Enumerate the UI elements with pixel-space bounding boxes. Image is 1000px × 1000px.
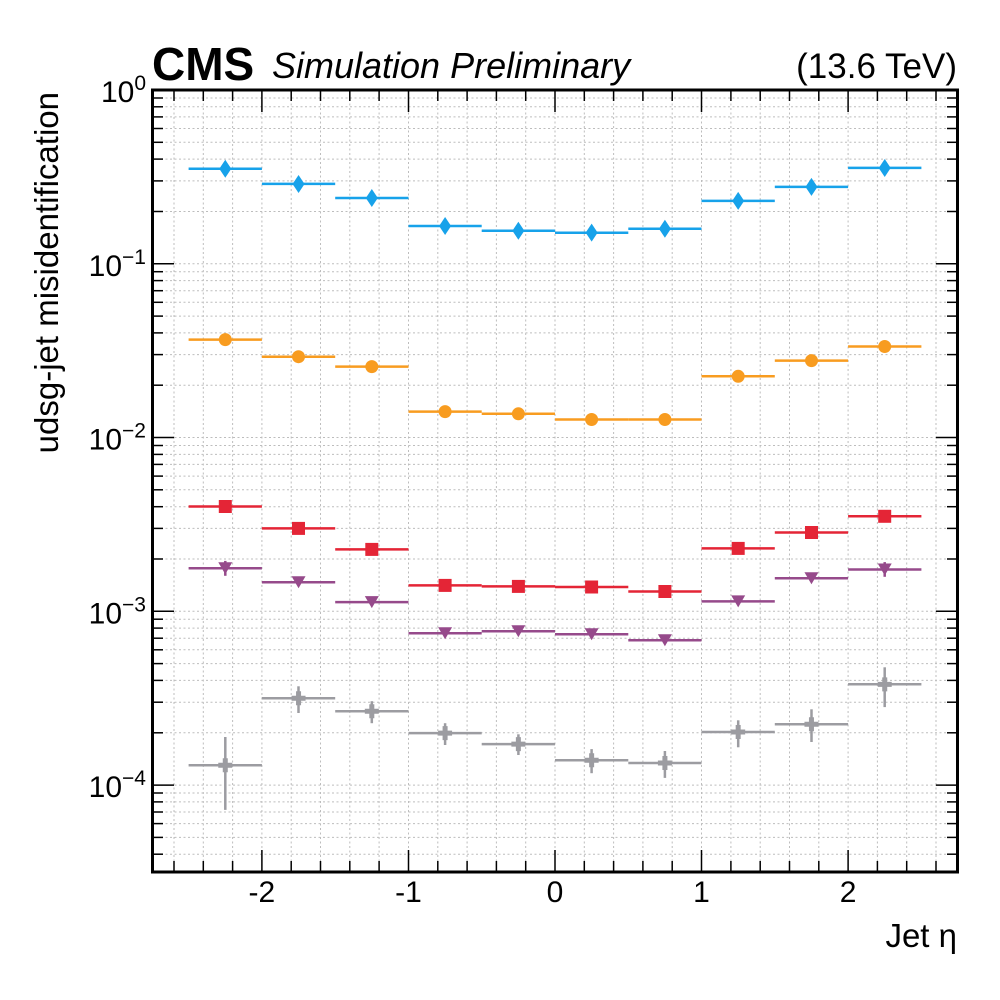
data-point-circle (511, 407, 525, 421)
x-axis-label: Jet η (885, 917, 957, 954)
data-point-triangle (291, 576, 306, 589)
data-point-circle (878, 340, 892, 353)
series-diamond (188, 158, 922, 242)
data-point-cross (584, 753, 599, 768)
data-point-circle (438, 405, 452, 419)
y-tick-label-exponent: 0 (134, 72, 146, 95)
data-point-square (218, 500, 232, 513)
cms-label: CMS (152, 38, 254, 90)
data-point-circle (658, 413, 672, 426)
data-point-cross (804, 717, 819, 732)
data-point-triangle (731, 595, 746, 608)
data-point-diamond (732, 191, 745, 210)
data-point-circle (218, 333, 232, 347)
data-point-cross (877, 677, 892, 692)
data-point-square (292, 521, 305, 535)
data-point-square (805, 526, 818, 539)
y-tick-label-base: 10 (101, 76, 134, 109)
series-circle (188, 333, 922, 426)
data-point-cross (731, 725, 746, 740)
y-tick-label: 10−2 (89, 420, 146, 457)
y-tick-label: 10−3 (89, 593, 146, 630)
data-point-circle (292, 350, 305, 364)
data-point-diamond (219, 159, 232, 178)
y-tick-label-exponent: −2 (122, 420, 146, 443)
data-point-circle (805, 354, 818, 368)
data-point-triangle (804, 572, 819, 585)
data-point-diamond (512, 221, 525, 240)
y-tick-label-exponent: −4 (122, 767, 146, 790)
data-point-square (511, 579, 525, 593)
data-point-diamond (292, 174, 305, 193)
y-tick-label-base: 10 (89, 597, 122, 630)
data-point-diamond (658, 219, 671, 238)
y-tick-label-exponent: −1 (122, 246, 146, 269)
data-point-triangle (877, 563, 892, 576)
data-point-triangle (584, 628, 599, 641)
x-tick-label: 1 (693, 876, 710, 909)
x-tick-labels: -2 -1 0 1 2 (249, 876, 857, 909)
subtitle-label: Simulation Preliminary (272, 45, 632, 86)
data-point-diamond (878, 158, 891, 177)
y-tick-label-base: 10 (89, 250, 122, 283)
y-tick-label: 10−1 (89, 246, 146, 283)
data-series (188, 158, 922, 810)
data-point-diamond (365, 189, 378, 208)
data-point-cross (291, 691, 306, 706)
data-point-square (731, 541, 745, 555)
data-point-triangle (511, 625, 526, 638)
data-point-triangle (364, 596, 379, 609)
data-point-circle (731, 369, 745, 383)
data-point-square (365, 542, 379, 556)
series-cross (188, 667, 922, 810)
data-point-cross (218, 758, 233, 773)
data-point-diamond (439, 216, 452, 235)
data-point-cross (438, 726, 453, 741)
plot-frame (151, 88, 959, 874)
data-point-cross (657, 755, 672, 770)
data-point-diamond (805, 177, 818, 196)
y-tick-label-base: 10 (89, 424, 122, 457)
y-tick-label: 100 (101, 72, 146, 109)
data-point-diamond (585, 223, 598, 242)
data-point-circle (585, 413, 599, 426)
data-point-square (438, 578, 452, 592)
data-point-cross (511, 737, 526, 752)
series-square (188, 500, 922, 598)
y-tick-label-exponent: −3 (122, 593, 146, 616)
data-point-square (878, 509, 892, 523)
energy-label: (13.6 TeV) (796, 47, 957, 86)
y-tick-label-base: 10 (89, 771, 122, 804)
y-axis-label: udsg-jet misidentification (28, 92, 65, 453)
data-point-square (585, 580, 599, 594)
data-point-triangle (657, 634, 672, 647)
data-point-triangle (218, 562, 233, 575)
series-triangle (188, 560, 922, 647)
x-tick-label: -2 (249, 876, 276, 909)
data-point-circle (365, 360, 379, 374)
data-point-cross (364, 704, 379, 719)
data-point-triangle (438, 627, 453, 640)
x-tick-label: 2 (840, 876, 857, 909)
data-point-square (658, 585, 672, 598)
grid (152, 89, 958, 872)
x-tick-label: -1 (395, 876, 422, 909)
x-tick-label: 0 (547, 876, 564, 909)
y-tick-label: 10−4 (89, 767, 147, 804)
